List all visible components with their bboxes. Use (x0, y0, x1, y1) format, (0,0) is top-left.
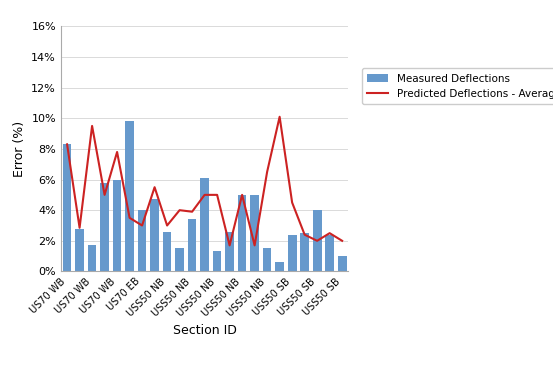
Bar (163, 231, 171, 271)
Bar (125, 121, 134, 271)
Bar (75, 228, 84, 271)
Bar (338, 256, 347, 271)
Bar (238, 195, 247, 271)
Bar (175, 248, 184, 271)
Bar (251, 195, 259, 271)
Bar (113, 179, 122, 271)
Bar (300, 233, 309, 271)
Bar (138, 210, 147, 271)
Bar (62, 144, 71, 271)
Legend: Measured Deflections, Predicted Deflections - Average: Measured Deflections, Predicted Deflecti… (362, 68, 553, 104)
Bar (288, 234, 296, 271)
Bar (187, 219, 196, 271)
Bar (313, 210, 321, 271)
Bar (225, 231, 234, 271)
Bar (263, 248, 272, 271)
Bar (275, 262, 284, 271)
Y-axis label: Error (%): Error (%) (13, 121, 25, 177)
Bar (88, 245, 96, 271)
Bar (325, 234, 334, 271)
X-axis label: Section ID: Section ID (173, 323, 237, 337)
Bar (200, 178, 209, 271)
Bar (150, 199, 159, 271)
Bar (100, 182, 109, 271)
Bar (213, 251, 222, 271)
